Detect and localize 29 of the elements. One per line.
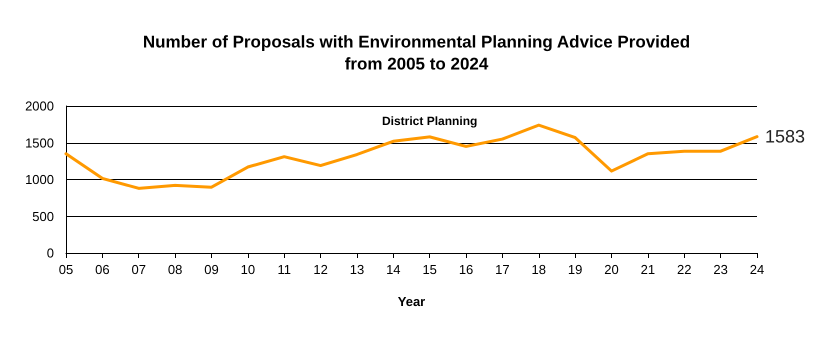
x-tick-label: 08 xyxy=(168,262,182,277)
y-tick-label: 2000 xyxy=(25,98,54,114)
x-tick-label: 15 xyxy=(422,262,437,277)
x-tick-label: 10 xyxy=(240,262,256,277)
x-tick-label: 12 xyxy=(313,262,328,277)
x-axis-title: Year xyxy=(398,294,426,309)
x-tick-label: 13 xyxy=(350,262,364,277)
x-tick-label: 21 xyxy=(640,262,656,277)
series-label: District Planning xyxy=(382,114,478,128)
x-tick-label: 16 xyxy=(458,262,474,277)
x-tick-label: 05 xyxy=(58,262,74,277)
data-label: 1583 xyxy=(765,126,806,147)
x-tick-label: 09 xyxy=(204,262,219,277)
chart-title: Number of Proposals with Environmental Planning Advice Provided from 2005 to 2024 xyxy=(142,32,690,74)
x-tick-label: 23 xyxy=(713,262,728,277)
x-tick-label: 22 xyxy=(677,262,692,277)
y-tick-label: 500 xyxy=(32,208,54,224)
x-tick-label: 18 xyxy=(532,262,546,277)
x-tick-label: 06 xyxy=(95,262,110,277)
y-tick-label: 0 xyxy=(46,246,54,260)
x-tick-label: 24 xyxy=(750,262,764,277)
x-tick-label: 19 xyxy=(568,262,582,277)
x-tick-label: 17 xyxy=(495,262,510,277)
y-tick-label: 1000 xyxy=(25,172,54,187)
x-tick-label: 20 xyxy=(604,262,619,277)
x-tick-label: 11 xyxy=(277,262,291,277)
x-tick-label: 07 xyxy=(132,262,146,277)
y-tick-label: 1500 xyxy=(25,135,54,150)
x-tick-label: 14 xyxy=(386,262,401,277)
